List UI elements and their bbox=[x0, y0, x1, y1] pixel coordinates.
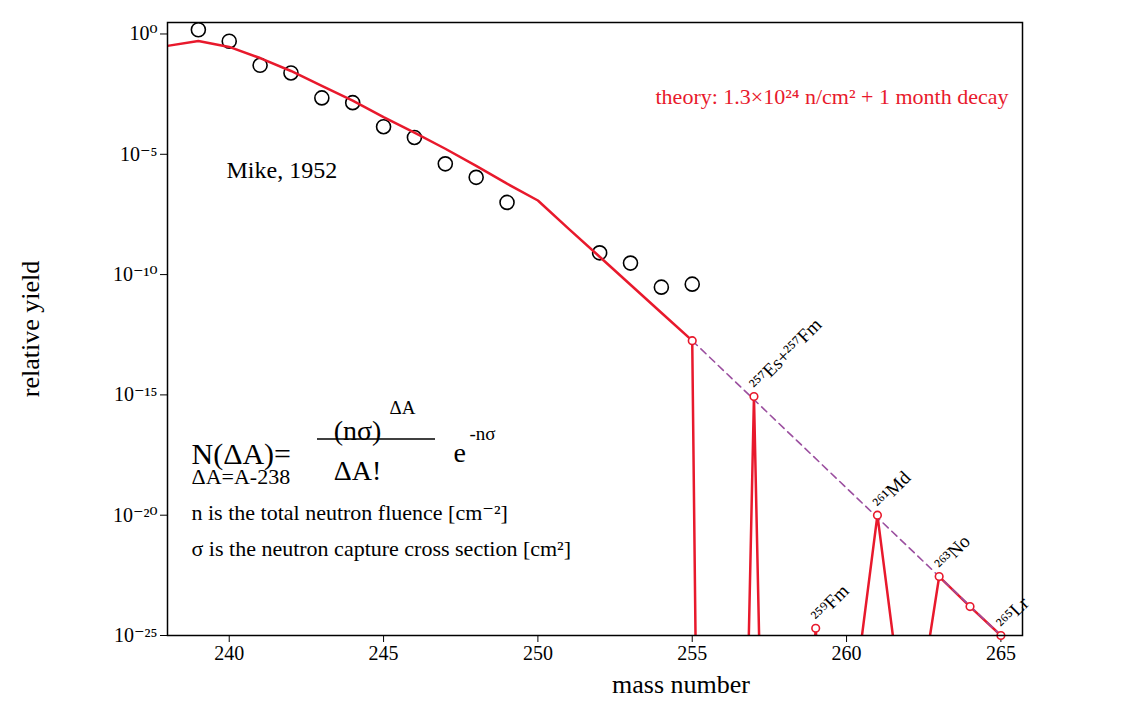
svg-text:²⁶⁵Lr: ²⁶⁵Lr bbox=[992, 592, 1033, 633]
svg-text:N(ΔA)=: N(ΔA)= bbox=[191, 436, 291, 470]
svg-text:260: 260 bbox=[832, 642, 862, 664]
svg-text:²⁵⁷Es+²⁵⁷Fm: ²⁵⁷Es+²⁵⁷Fm bbox=[745, 314, 826, 395]
svg-text:10⁻²⁰: 10⁻²⁰ bbox=[113, 504, 158, 526]
svg-text:ΔA!: ΔA! bbox=[334, 455, 382, 486]
svg-text:ΔA=A-238: ΔA=A-238 bbox=[192, 464, 291, 489]
svg-text:²⁶¹Md: ²⁶¹Md bbox=[868, 466, 915, 513]
svg-text:ΔA: ΔA bbox=[390, 397, 416, 418]
svg-text:265: 265 bbox=[986, 642, 1016, 664]
svg-text:relative yield: relative yield bbox=[16, 261, 45, 397]
svg-text:250: 250 bbox=[523, 642, 553, 664]
svg-text:240: 240 bbox=[214, 642, 244, 664]
svg-text:10⁻¹⁰: 10⁻¹⁰ bbox=[113, 263, 158, 285]
svg-text:e: e bbox=[454, 437, 466, 468]
svg-text:n is the total neutron fluence: n is the total neutron fluence [cm⁻²] bbox=[192, 500, 508, 525]
svg-text:245: 245 bbox=[369, 642, 399, 664]
svg-text:σ is the neutron capture cross: σ is the neutron capture cross section [… bbox=[192, 536, 572, 561]
svg-text:Mike, 1952: Mike, 1952 bbox=[227, 157, 338, 183]
svg-text:10⁻²⁵: 10⁻²⁵ bbox=[114, 624, 158, 646]
svg-text:²⁶³No: ²⁶³No bbox=[930, 530, 974, 574]
svg-text:(nσ): (nσ) bbox=[334, 415, 382, 446]
svg-text:10⁻¹⁵: 10⁻¹⁵ bbox=[114, 383, 158, 405]
svg-text:10⁻⁵: 10⁻⁵ bbox=[120, 143, 158, 165]
svg-text:²⁵⁹Fm: ²⁵⁹Fm bbox=[807, 580, 853, 626]
svg-text:mass number: mass number bbox=[612, 670, 750, 699]
svg-text:-nσ: -nσ bbox=[470, 423, 496, 444]
svg-text:10⁰: 10⁰ bbox=[129, 22, 157, 44]
svg-text:theory: 1.3×10²⁴ n/cm² + 1 mon: theory: 1.3×10²⁴ n/cm² + 1 month decay bbox=[656, 84, 1009, 109]
svg-text:255: 255 bbox=[677, 642, 707, 664]
